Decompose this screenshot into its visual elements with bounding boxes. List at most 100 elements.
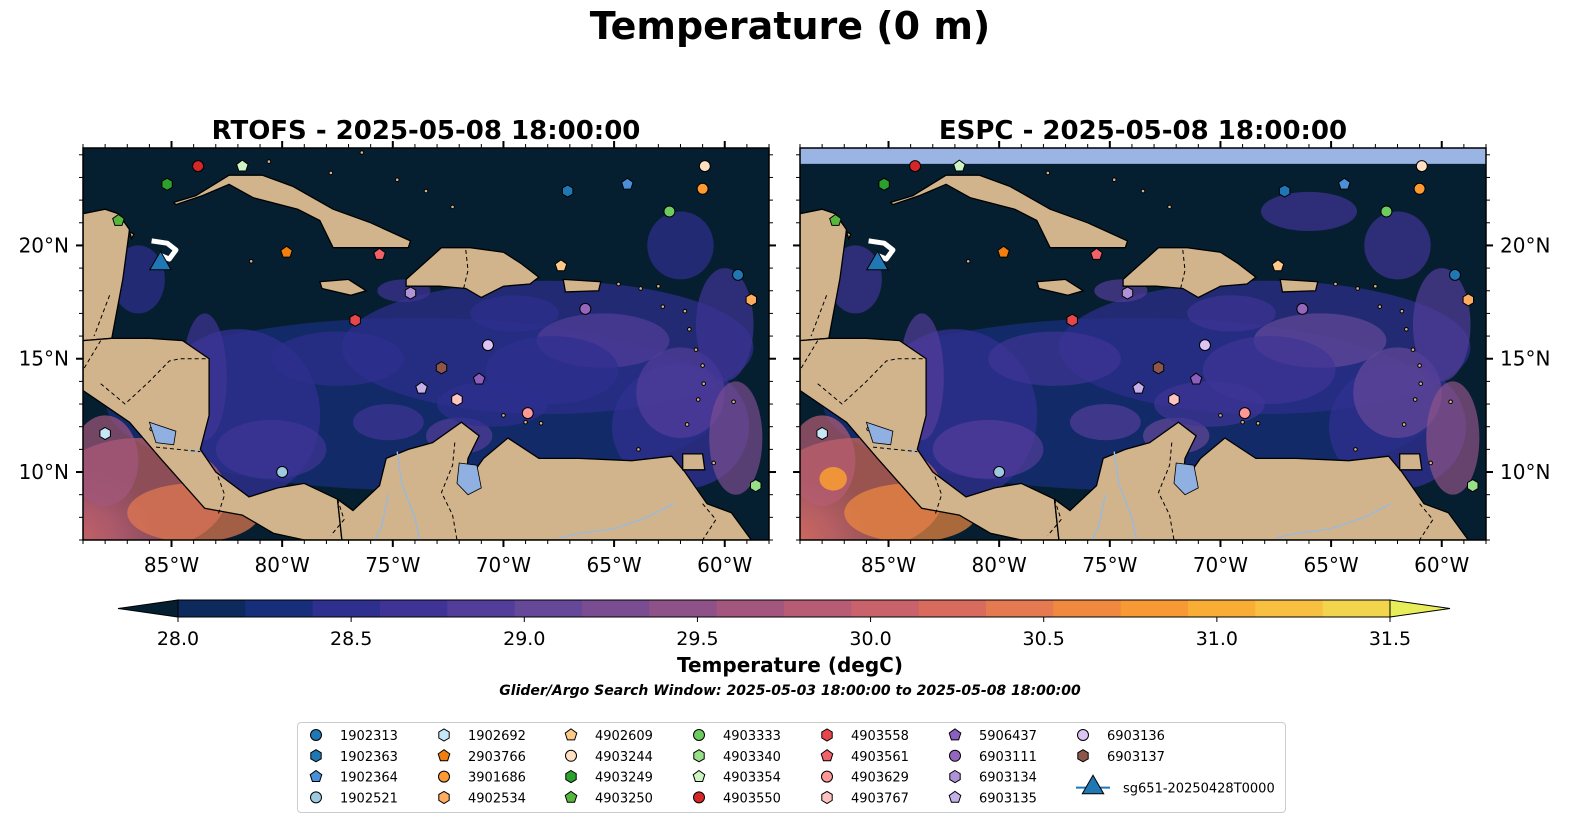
platform-marker <box>472 372 486 385</box>
y-tick-label: 15°N <box>1500 347 1550 371</box>
platform-marker <box>1168 392 1180 407</box>
river <box>374 494 390 540</box>
warm-eddy <box>1069 404 1141 441</box>
colorbar-tick-label: 28.0 <box>157 628 199 650</box>
platform-marker <box>112 213 125 226</box>
legend-label: 4903244 <box>595 750 653 765</box>
island <box>1240 419 1245 425</box>
island <box>684 422 690 427</box>
platform-marker <box>1132 381 1145 394</box>
land-yucatanIsle <box>128 230 135 241</box>
colorbar-tick-label: 29.0 <box>503 628 545 650</box>
island <box>538 421 544 426</box>
platform-marker <box>693 729 705 741</box>
warm-eddy <box>215 419 327 479</box>
island <box>656 283 661 289</box>
colorbar-segment <box>851 600 920 617</box>
platform-marker <box>161 177 173 191</box>
legend-entry: 4903550 <box>693 791 781 806</box>
legend-entry: 4903354 <box>692 769 781 786</box>
warm-eddy <box>636 347 725 439</box>
legend-entry: 5906437 <box>948 728 1037 744</box>
island <box>636 447 641 452</box>
legend-label: 4903249 <box>595 771 653 786</box>
warm-eddy <box>819 467 847 491</box>
legend-entry: 2903766 <box>437 749 526 765</box>
x-tick-label: 80°W <box>255 553 310 577</box>
platform-marker <box>1338 177 1351 190</box>
colorbar-tick-label: 30.0 <box>849 628 891 650</box>
platform-marker <box>1278 184 1291 198</box>
warm-eddy <box>470 295 559 332</box>
platform-marker <box>309 769 323 782</box>
colorbar-tick-label: 28.5 <box>330 628 372 650</box>
land-central <box>800 337 1060 540</box>
island <box>682 308 688 314</box>
platform-marker <box>579 302 592 315</box>
warm-eddy <box>1187 295 1276 332</box>
colorbar-segment <box>1188 600 1256 617</box>
country-border <box>702 503 717 540</box>
legend-label: 6903136 <box>1107 729 1165 744</box>
legend-entry: 4903561 <box>820 749 909 765</box>
river <box>1275 503 1392 539</box>
map-frame <box>82 147 770 541</box>
platform-marker <box>99 426 111 441</box>
platform-marker <box>310 729 322 741</box>
land-hispaniola <box>405 247 540 299</box>
legend-label: 1902692 <box>468 729 526 744</box>
warm-eddy <box>83 415 139 506</box>
legend-label: 1902363 <box>340 750 398 765</box>
legend-entry: 4902534 <box>438 790 526 806</box>
legend-entry: 1902521 <box>310 791 398 806</box>
legend-entry: 1902364 <box>309 769 398 786</box>
legend-label: 1902313 <box>340 729 398 744</box>
island <box>1399 308 1405 314</box>
warm-eddy <box>1260 191 1357 232</box>
legend-label: 1902364 <box>340 771 398 786</box>
platform-marker <box>438 728 450 742</box>
warm-eddy <box>485 336 619 405</box>
platform-marker <box>310 791 322 804</box>
colorbar-segment <box>1255 600 1324 617</box>
x-tick-label: 70°W <box>476 553 531 577</box>
legend-entry: 6903137 <box>1077 749 1165 765</box>
platform-marker <box>1415 160 1428 173</box>
country-border <box>93 295 111 337</box>
colorbar-label: Temperature (degC) <box>677 653 903 677</box>
warm-eddy <box>932 419 1044 479</box>
legend-entry: 4903340 <box>693 749 781 765</box>
legend-label: 4903354 <box>723 771 781 786</box>
legend-entry: 4903558 <box>821 728 909 744</box>
platform-marker <box>1077 729 1089 741</box>
colorbar-segment <box>582 600 650 617</box>
x-tick-label: 80°W <box>972 553 1027 577</box>
island <box>1412 397 1418 402</box>
warm-eddy <box>1202 336 1336 405</box>
x-tick-label: 60°W <box>697 553 752 577</box>
platform-marker <box>404 286 417 300</box>
platform-marker <box>693 791 705 804</box>
country-border <box>440 442 458 540</box>
island <box>1404 326 1409 332</box>
platform-marker <box>949 769 961 784</box>
land-jamaica <box>1035 278 1085 296</box>
legend-label: 1902521 <box>340 791 398 806</box>
warm-eddy <box>352 404 424 441</box>
platform-marker <box>564 728 578 741</box>
platform-marker <box>1066 313 1078 327</box>
platform-marker <box>1462 293 1474 307</box>
warm-eddy <box>647 211 714 280</box>
platform-marker <box>561 184 574 198</box>
island <box>423 188 429 194</box>
platform-marker <box>732 268 745 281</box>
island <box>1167 204 1172 210</box>
island <box>687 326 692 332</box>
platform-marker <box>481 339 494 352</box>
legend-label: 4903767 <box>851 791 909 806</box>
platform-marker <box>148 250 172 271</box>
country-border <box>800 340 819 371</box>
island <box>1448 399 1453 405</box>
river <box>1113 451 1138 540</box>
island <box>1255 421 1261 426</box>
